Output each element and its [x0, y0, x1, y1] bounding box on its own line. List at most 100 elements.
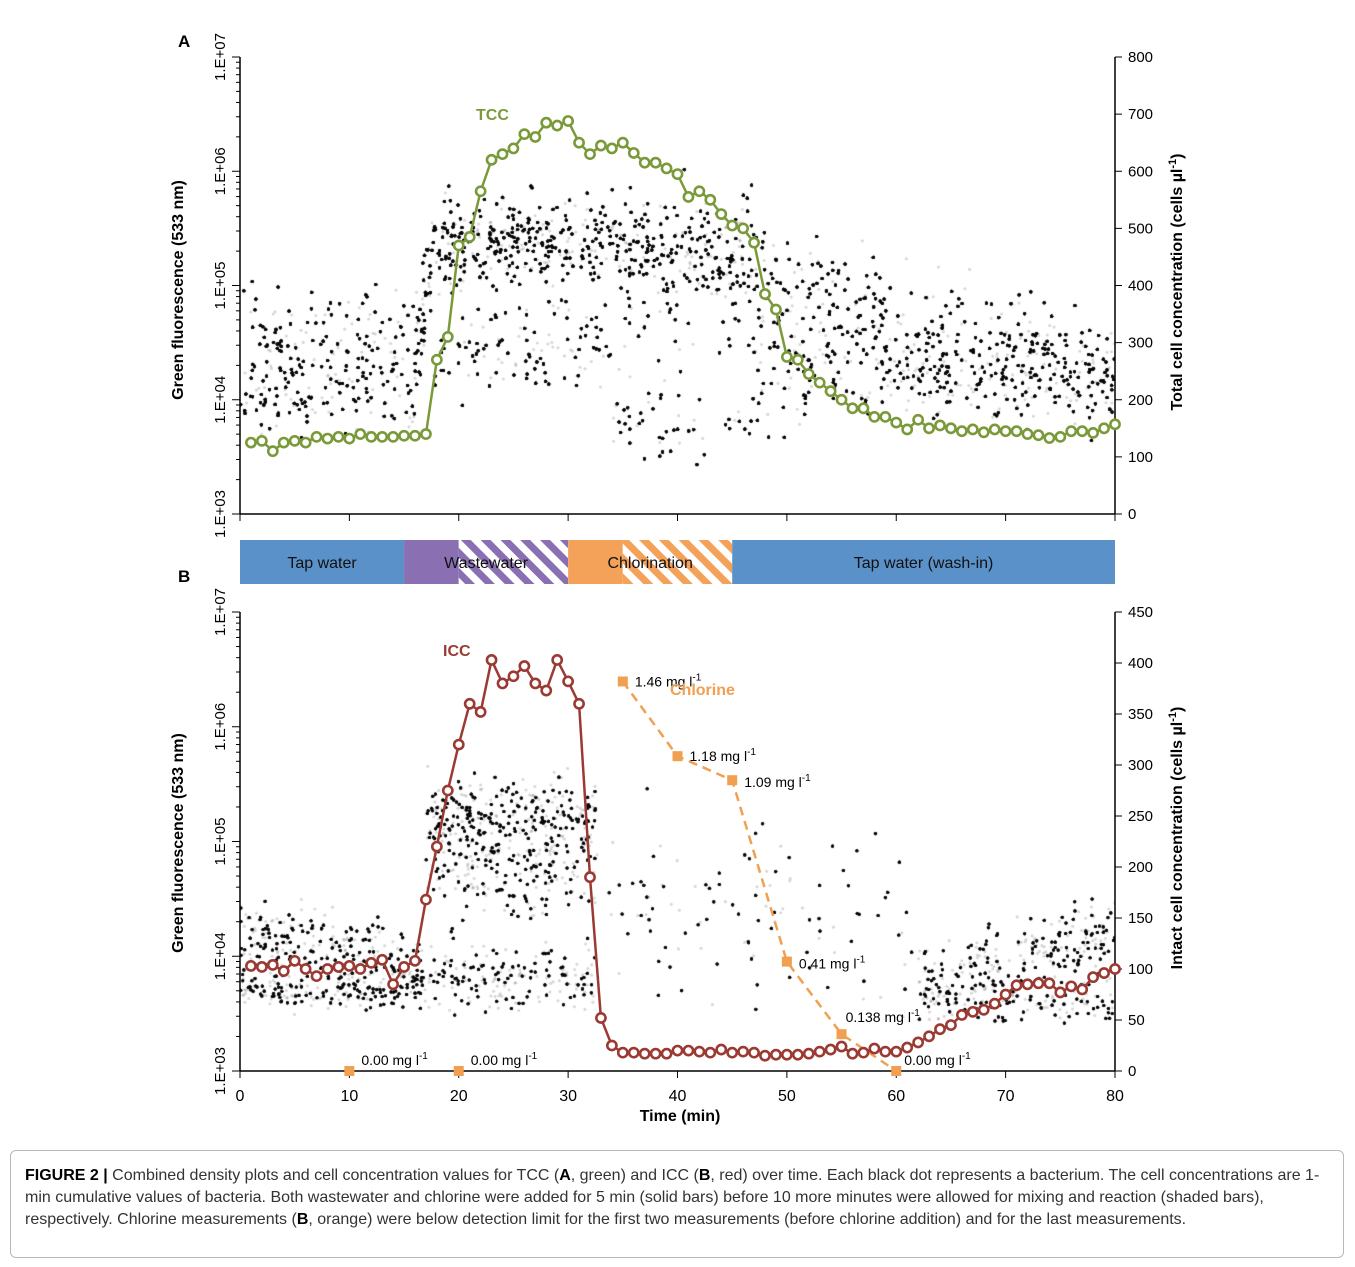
series-point [255, 434, 268, 447]
series-point [409, 429, 421, 442]
series-point [671, 168, 684, 181]
chlorine-value-label: 1.18 mg l-1 [690, 747, 757, 764]
series-point [759, 288, 771, 300]
series-point [452, 239, 465, 252]
series-point [879, 1045, 892, 1058]
phase-shaded [622, 540, 733, 584]
series-point [912, 413, 925, 426]
series-point [912, 1036, 925, 1049]
series-point [474, 706, 487, 718]
series-point [726, 1046, 739, 1059]
phase-label: Tap water [287, 555, 357, 572]
series-point [507, 670, 520, 683]
panel-a-right-axis-label: Total cell concentration (cells µl-1) [1167, 154, 1186, 411]
right-tick-label: 450 [1128, 604, 1153, 621]
tcc-series [245, 115, 1121, 458]
series-point [605, 142, 618, 155]
series-point [365, 956, 378, 969]
series-point [441, 784, 454, 797]
series-point [387, 430, 400, 443]
series-point [409, 954, 421, 967]
series-point [945, 422, 957, 435]
series-point [540, 116, 553, 129]
chlorine-point [453, 1066, 464, 1076]
series-point [627, 1046, 640, 1059]
series-point [715, 208, 728, 220]
series-point [584, 148, 596, 161]
series-point [376, 430, 389, 443]
right-tick-label: 150 [1128, 910, 1153, 927]
series-point [1032, 977, 1045, 990]
series-point [901, 1041, 914, 1054]
panel-a-scatter [240, 57, 1115, 514]
right-tick-label: 600 [1128, 163, 1153, 180]
right-tick-label: 0 [1128, 506, 1136, 523]
chlorine-unit-sup: -1 [692, 672, 701, 683]
series-point [671, 1044, 684, 1057]
series-point [299, 963, 312, 975]
series-point [660, 162, 673, 175]
series-point [616, 136, 629, 149]
series-point [463, 697, 476, 710]
series-point [1087, 971, 1100, 984]
series-point [277, 436, 290, 449]
series-point [266, 445, 279, 458]
series-point [518, 660, 531, 672]
series-point [737, 1045, 750, 1058]
series-point [288, 954, 301, 967]
right-tick-label: 100 [1128, 961, 1153, 978]
series-point [1098, 967, 1110, 979]
chlorine-point [672, 751, 683, 762]
series-point [1065, 425, 1078, 438]
x-tick-label: 30 [559, 1088, 577, 1105]
series-point [824, 1043, 837, 1056]
series-point [420, 428, 432, 440]
series-point [573, 136, 585, 149]
chlorine-label: Chlorine [670, 682, 735, 699]
series-point [1109, 963, 1121, 975]
chlorine-unit-sup: -1 [528, 1051, 537, 1062]
chlorine-point [836, 1029, 847, 1040]
x-tick-label: 70 [997, 1088, 1015, 1105]
series-point [277, 965, 290, 977]
phase-solid [732, 540, 1115, 584]
series-point [868, 1042, 881, 1055]
series-point [354, 963, 367, 975]
series-point [1087, 426, 1100, 439]
series-point [791, 1048, 804, 1061]
right-tick-label: 100 [1128, 449, 1153, 466]
icc-label: ICC [443, 643, 471, 660]
series-point [398, 961, 410, 973]
series-point [1010, 425, 1023, 438]
series-point [649, 1047, 662, 1060]
panel-b-x-axis-label: Time (min) [640, 1108, 721, 1125]
panel-a-axes: 1.E+03 1.E+04 1.E+05 1.E+06 1.E+07 0 100 200 300… [212, 33, 1153, 538]
series-point [376, 953, 389, 966]
panel-b: B 1.E+031.E+041.E+051.E+061.E+0705010015… [170, 567, 1186, 1125]
series-point [934, 419, 946, 432]
series-point [868, 410, 881, 423]
series-point [332, 961, 345, 973]
panel-a: A 1.E+03 1.E+04 1.E+05 1.E+06 1.E+07 0 100 200 3… [170, 32, 1186, 538]
x-tick-label: 10 [340, 1088, 358, 1105]
phase-shaded [458, 540, 569, 584]
panel-a-left-axis-label: Green fluorescence (533 nm) [170, 180, 187, 400]
series-point [441, 331, 454, 343]
chlorine-point [617, 676, 628, 687]
right-tick-label: 200 [1128, 859, 1153, 876]
phase-solid [240, 540, 405, 584]
tcc-label: TCC [476, 107, 509, 124]
series-point [693, 185, 706, 198]
series-point [770, 1048, 782, 1061]
series-point [726, 219, 739, 232]
series-point [420, 893, 432, 906]
series-point [573, 697, 585, 710]
series-point [616, 1046, 629, 1059]
chlorine-value-label: 1.09 mg l-1 [744, 773, 811, 790]
series-point [562, 675, 575, 688]
series-point [1032, 429, 1045, 442]
series-point [245, 960, 257, 972]
chlorine-unit-sup: -1 [911, 1008, 920, 1019]
series-point [496, 148, 509, 161]
caption-part: , red) over time. Each black dot represe… [25, 1167, 1320, 1228]
